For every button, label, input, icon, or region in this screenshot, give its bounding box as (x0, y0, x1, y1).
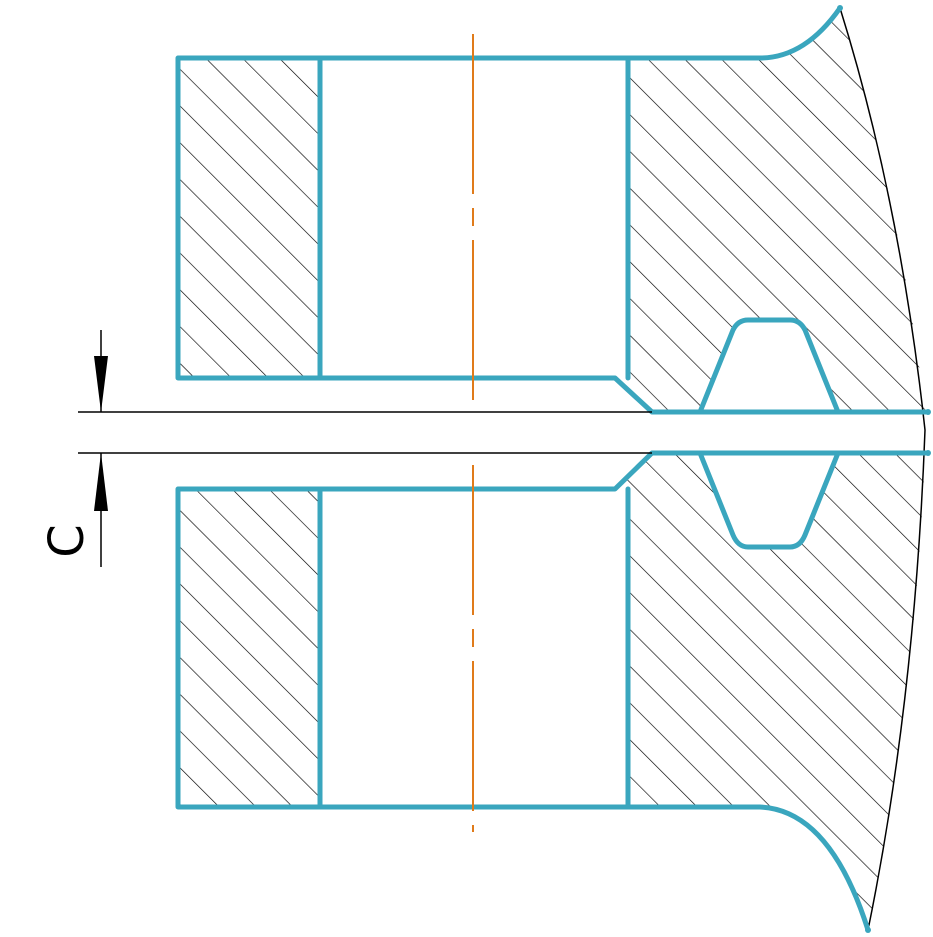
left-upper-block-hatch (178, 58, 320, 378)
right-lower-body-hatch (615, 453, 925, 930)
right-upper-body-hatch (615, 8, 925, 412)
lower-groove-outline (697, 450, 841, 550)
part-outline (175, 5, 931, 933)
upper-groove-outline (697, 317, 841, 415)
hatched-section (178, 8, 925, 930)
lower-bore-outline (317, 804, 871, 933)
upper-bore-bottom (317, 375, 931, 415)
outer-break-curve (839, 7, 926, 931)
dimension-label: C (39, 524, 95, 558)
arrow-up-icon (94, 453, 108, 511)
lower-bore-top (317, 450, 931, 492)
left-lower-block-hatch (178, 489, 320, 807)
dimension-c (78, 330, 652, 567)
upper-bore-outline (317, 5, 843, 61)
endpoint-markers (837, 5, 931, 933)
arrow-down-icon (94, 356, 108, 412)
